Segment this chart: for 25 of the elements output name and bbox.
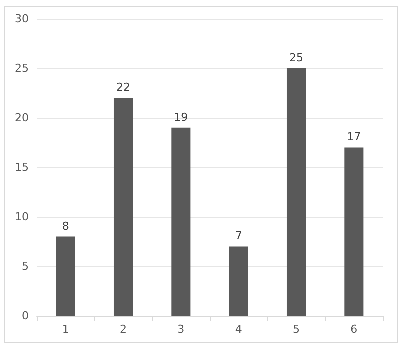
y-tick-label: 25: [15, 62, 29, 75]
x-tick-label: 3: [178, 323, 185, 336]
bar: [344, 148, 364, 316]
data-label: 7: [235, 230, 242, 243]
x-tick-label: 2: [120, 323, 127, 336]
data-label: 22: [116, 81, 130, 94]
data-label: 25: [290, 52, 304, 64]
y-tick-label: 15: [15, 161, 29, 174]
x-tick-label: 4: [235, 323, 242, 336]
data-label: 19: [174, 110, 188, 124]
bar: [172, 128, 191, 316]
x-tick-label: 1: [62, 323, 70, 336]
bar: [114, 98, 134, 316]
x-tick-label: 5: [293, 323, 300, 336]
y-tick-label: 5: [22, 260, 29, 273]
x-tick-label: 6: [350, 323, 358, 336]
bar: [56, 236, 76, 316]
data-label: 17: [347, 130, 362, 144]
y-tick-label: 0: [22, 310, 29, 322]
y-tick-label: 30: [15, 12, 29, 26]
y-tick-label: 20: [15, 112, 29, 124]
bar: [229, 246, 248, 316]
bar: [286, 68, 306, 316]
data-label: 8: [62, 220, 70, 233]
y-tick-label: 10: [15, 210, 29, 224]
